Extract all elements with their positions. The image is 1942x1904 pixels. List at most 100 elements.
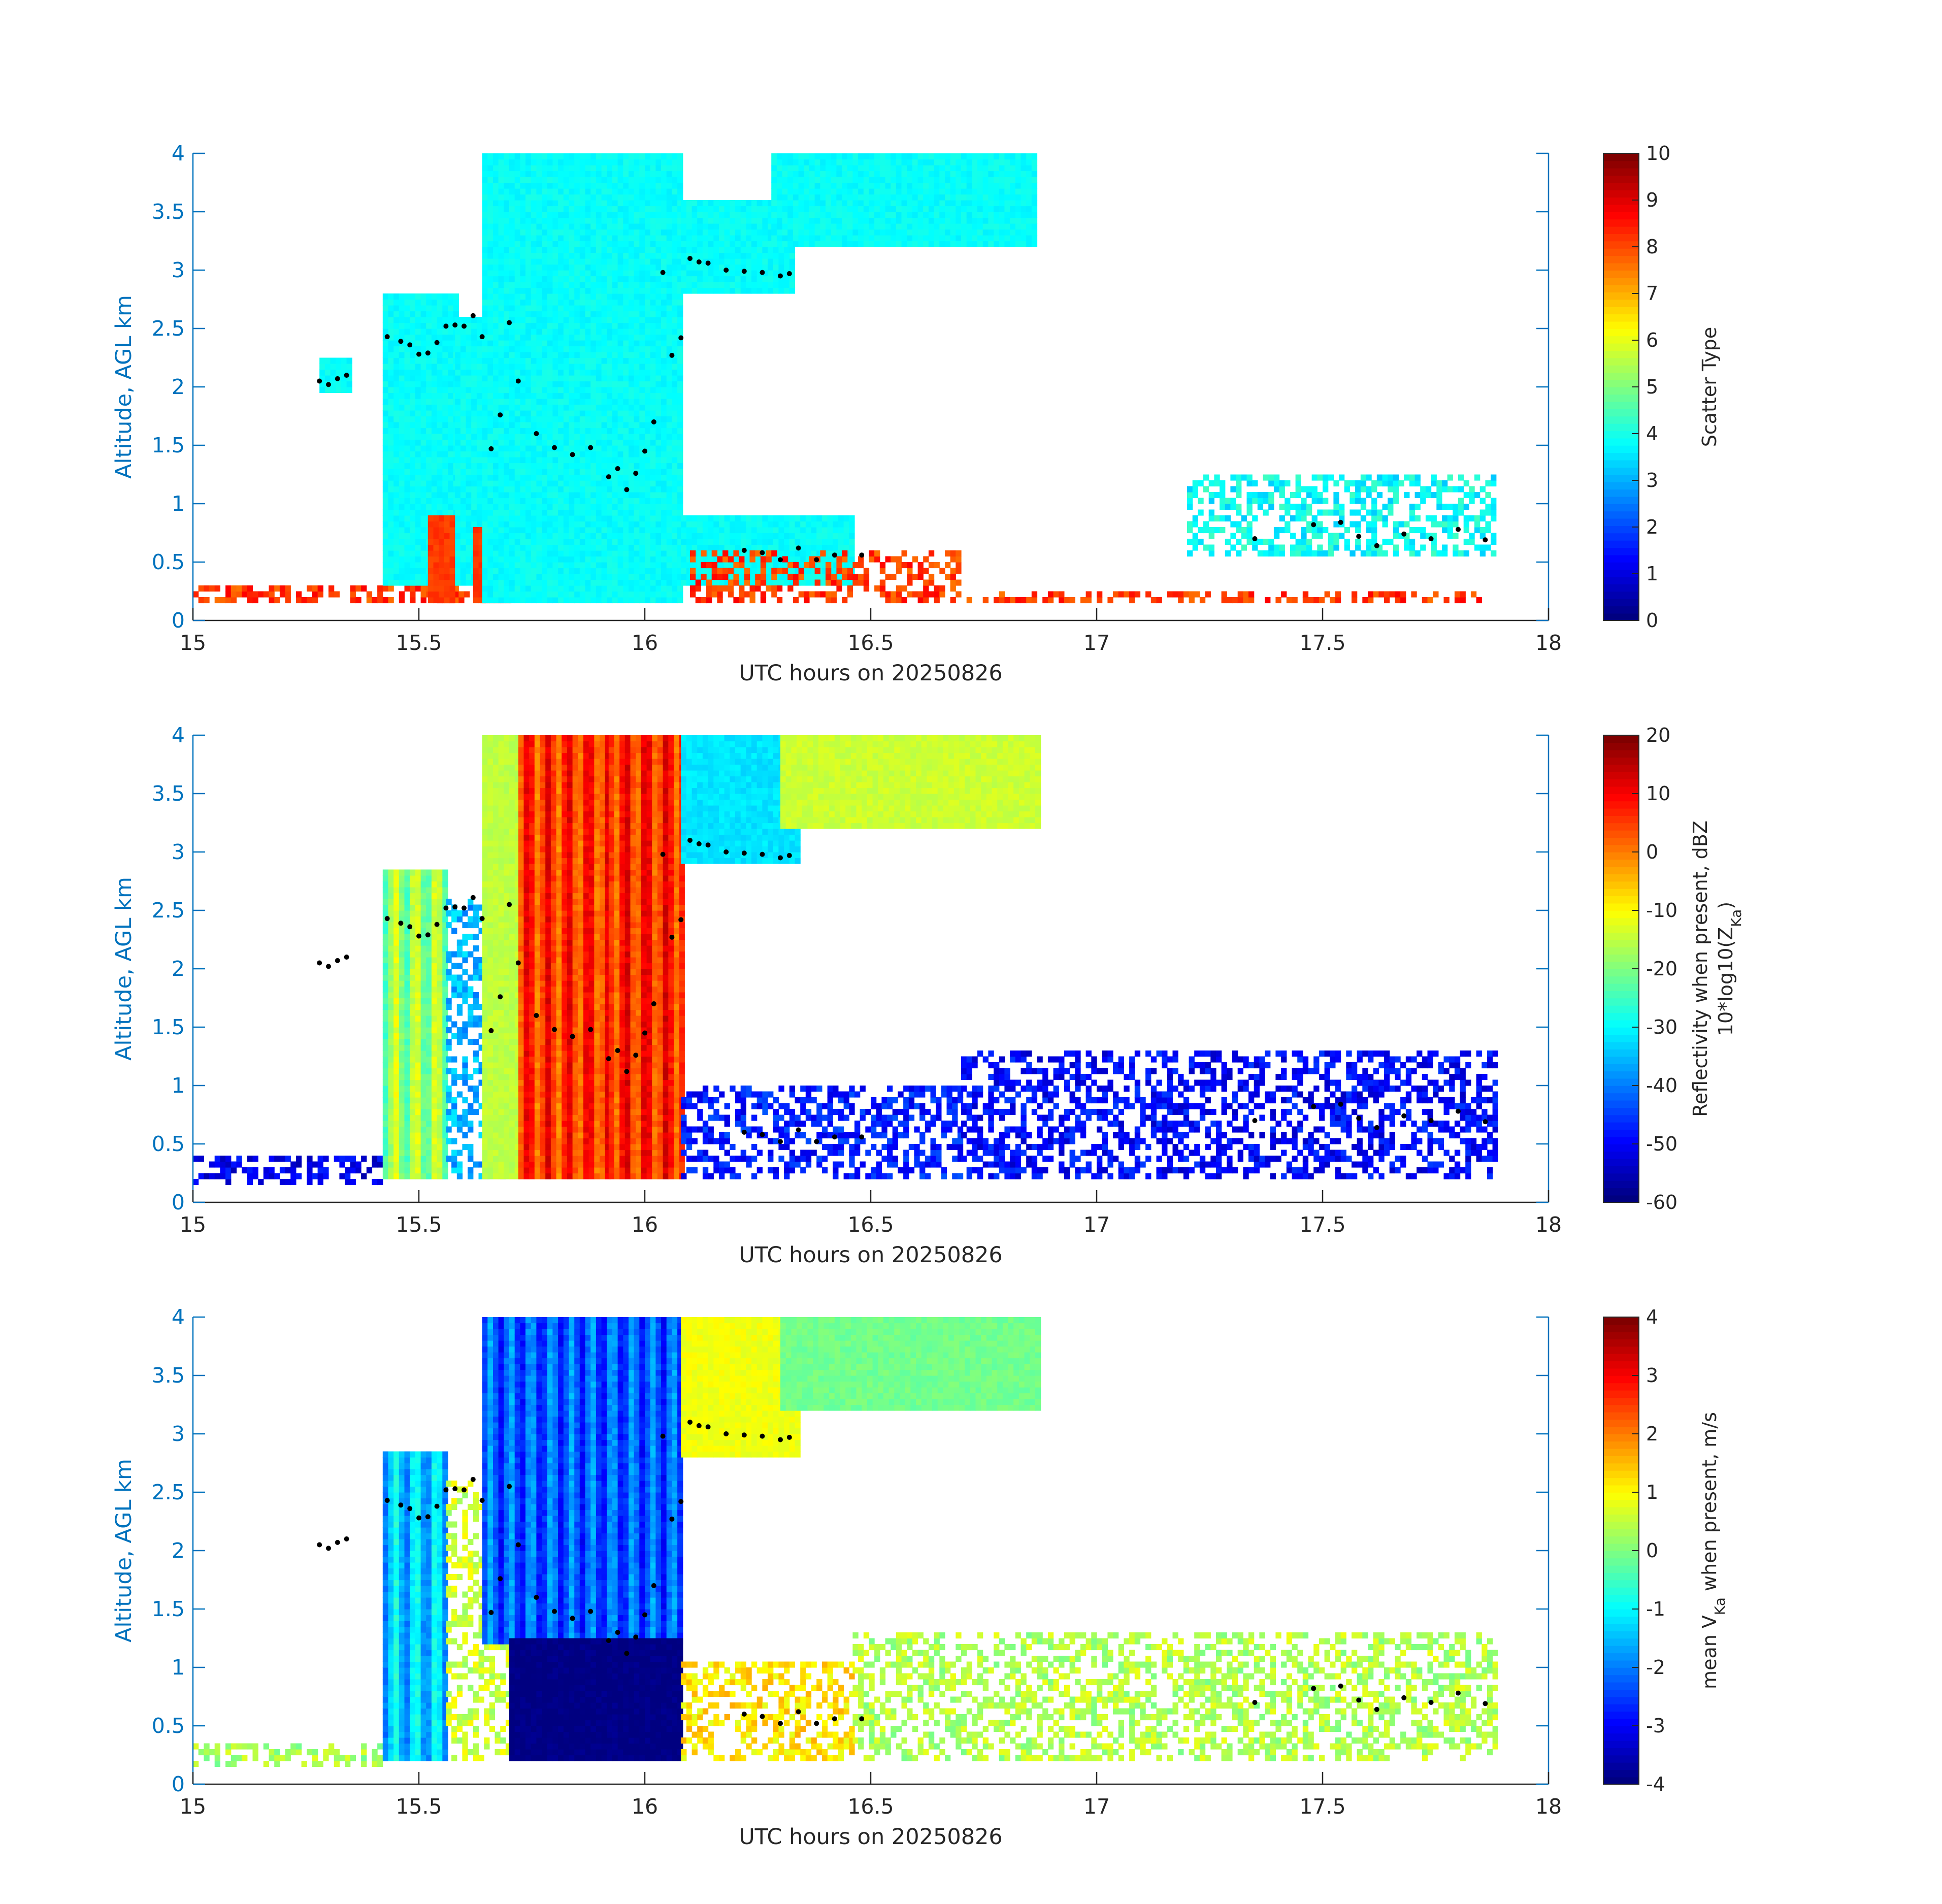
panel-1-heatmap-cell <box>618 194 623 201</box>
panel-1-heatmap-cell <box>730 223 735 229</box>
panel-1-heatmap-cell <box>509 358 515 364</box>
panel-1-heatmap-cell <box>415 375 421 381</box>
panel-1-heatmap-cell <box>536 504 542 510</box>
panel-1-heatmap-cell <box>672 247 677 253</box>
panel-1-heatmap-cell <box>421 370 426 376</box>
panel-1-heatmap-cell <box>602 311 607 317</box>
panel-1-heatmap-cell <box>618 276 623 282</box>
panel-1-heatmap-cell <box>869 241 874 247</box>
panel-1-heatmap-cell <box>784 265 789 271</box>
panel-1-heatmap-cell <box>713 288 719 294</box>
panel-1-heatmap-cell <box>525 562 531 568</box>
panel-1-heatmap-cell <box>509 305 515 311</box>
panel-1-heatmap-cell <box>426 375 432 381</box>
panel-1-heatmap-cell <box>383 422 388 428</box>
panel-1-heatmap-cell <box>504 235 509 241</box>
panel-1-heatmap-cell <box>509 188 515 194</box>
panel-1-heatmap-cell <box>842 206 847 212</box>
panel-1-heatmap-cell <box>607 451 612 457</box>
panel-1-heatmap-cell <box>607 218 612 224</box>
panel-1-heatmap-cell <box>677 410 683 416</box>
panel-1-heatmap-cell <box>782 165 788 171</box>
panel-1-heatmap-cell <box>487 510 493 516</box>
panel-1-heatmap-cell <box>434 597 439 603</box>
panel-1-heatmap-cell <box>607 428 612 434</box>
panel-1-heatmap-cell <box>815 171 820 177</box>
panel-1-heatmap-cell <box>751 288 757 294</box>
panel-1-heatmap-cell <box>645 498 650 504</box>
panel-1-heatmap-cell <box>623 212 629 218</box>
panel-1-heatmap-cell <box>826 171 831 177</box>
panel-1-heatmap-cell <box>607 580 612 586</box>
panel-1-heatmap-cell <box>460 510 466 516</box>
panel-1-heatmap-cell <box>847 235 853 241</box>
panel-1-heatmap-cell <box>448 469 453 475</box>
panel-1-heatmap-cell <box>426 317 432 323</box>
panel-1-heatmap-cell <box>444 545 450 551</box>
panel-1-heatmap-cell <box>410 597 415 603</box>
panel-1-heatmap-cell <box>482 183 488 189</box>
panel-1-heatmap-cell <box>558 212 564 218</box>
panel-1-heatmap-cell <box>437 387 443 393</box>
panel-1-heatmap-cell <box>612 510 618 516</box>
panel-1-heatmap-cell <box>493 498 499 504</box>
panel-1-heatmap-cell <box>307 597 312 603</box>
panel-1-heatmap-cell <box>639 258 645 265</box>
panel-1-heatmap-cell <box>629 457 634 463</box>
panel-1-heatmap-cell <box>590 305 596 311</box>
panel-1-heatmap-cell <box>809 206 815 212</box>
panel-1-heatmap-cell <box>482 475 488 481</box>
panel-1-heatmap-cell <box>569 504 575 510</box>
panel-1-heatmap-cell <box>487 370 493 376</box>
panel-1-heatmap-cell <box>564 253 569 259</box>
panel-1-heatmap-cell <box>902 223 907 229</box>
panel-1-heatmap-cell <box>602 335 607 341</box>
panel-1-heatmap-cell <box>677 305 683 311</box>
panel-1-heatmap-cell <box>393 434 399 440</box>
panel-1-heatmap-cell <box>623 545 629 551</box>
panel-1-heatmap-cell <box>590 486 596 493</box>
panel-1-heatmap-cell <box>672 340 677 346</box>
panel-1-heatmap-cell <box>880 212 885 218</box>
panel-1-heatmap-cell <box>672 200 677 206</box>
panel-1-heatmap-cell <box>536 305 542 311</box>
panel-1-heatmap-cell <box>552 492 558 498</box>
panel-1-heatmap-cell <box>509 282 515 288</box>
panel-1-heatmap-cell <box>493 171 499 177</box>
panel-1-heatmap-cell <box>547 504 553 510</box>
panel-1-heatmap-cell <box>455 335 460 341</box>
panel-1-heatmap-cell <box>341 387 347 393</box>
panel-1-heatmap-cell <box>596 574 602 580</box>
panel-1-heatmap-cell <box>388 597 394 603</box>
panel-1-heatmap-cell <box>564 194 569 201</box>
panel-1-heatmap-cell <box>820 229 826 236</box>
panel-1-heatmap-cell <box>831 165 837 171</box>
panel-1-heatmap-cell <box>515 533 520 539</box>
panel-1-heatmap-cell <box>713 223 719 229</box>
panel-1-heatmap-cell <box>639 375 645 381</box>
panel-1-heatmap-cell <box>393 486 399 493</box>
panel-1-heatmap-cell <box>493 457 499 463</box>
panel-1-heatmap-cell <box>831 206 837 212</box>
panel-1-heatmap-cell <box>713 212 719 218</box>
panel-1-heatmap-cell <box>580 428 585 434</box>
panel-1-heatmap-cell <box>672 562 677 568</box>
panel-1-heatmap-cell <box>515 539 520 545</box>
panel-1-heatmap-cell <box>564 153 569 159</box>
panel-1-heatmap-cell <box>629 428 634 434</box>
panel-1-heatmap-cell <box>902 212 907 218</box>
panel-1-heatmap-cell <box>442 440 448 446</box>
panel-1-heatmap-cell <box>482 364 488 370</box>
panel-1-heatmap-cell <box>809 159 815 166</box>
panel-1-heatmap-cell <box>432 457 437 463</box>
panel-1-heatmap-cell <box>708 229 714 236</box>
panel-1-heatmap-cell <box>504 486 509 493</box>
panel-1-heatmap-cell <box>596 498 602 504</box>
panel-1-heatmap-cell <box>493 375 499 381</box>
panel-1-heatmap-cell <box>552 527 558 533</box>
panel-1-heatmap-cell <box>552 562 558 568</box>
panel-1-heatmap-cell <box>751 258 757 265</box>
panel-1-heatmap-cell <box>574 276 580 282</box>
panel-1-heatmap-cell <box>885 206 891 212</box>
panel-1-heatmap-cell <box>487 475 493 481</box>
